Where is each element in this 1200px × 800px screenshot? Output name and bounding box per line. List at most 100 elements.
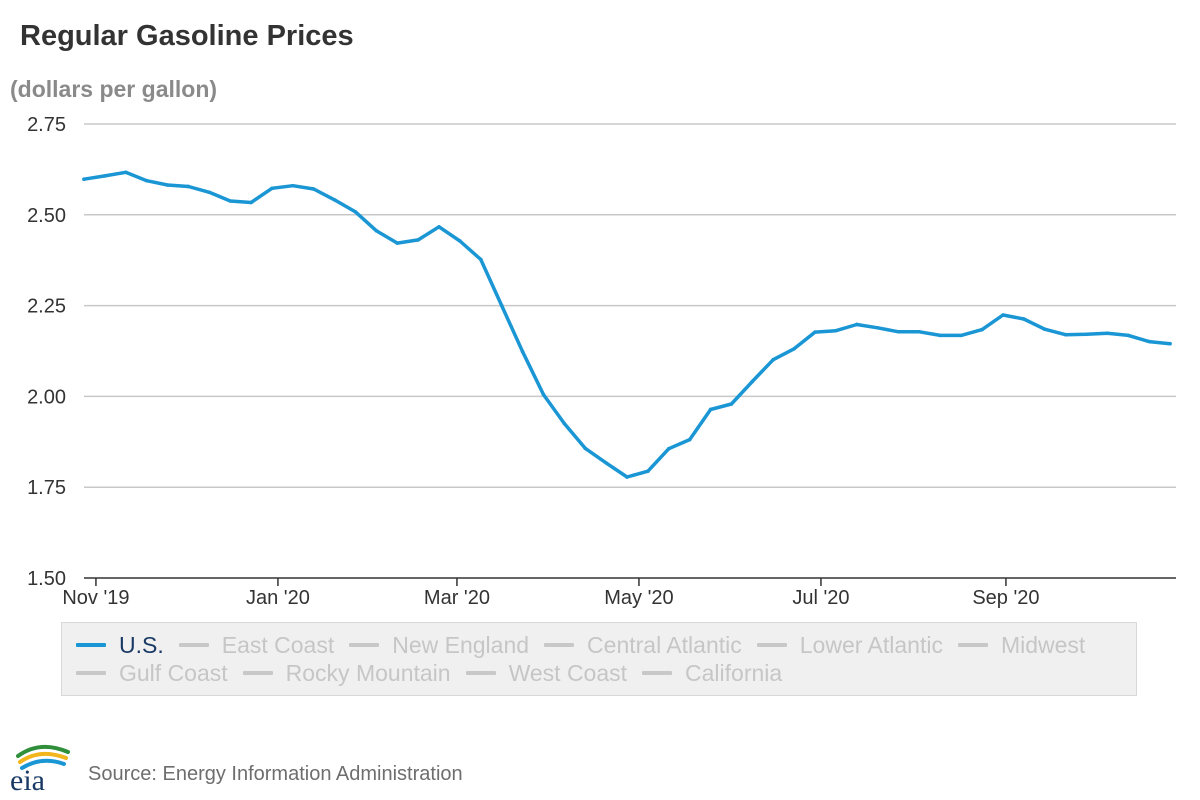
data-point: [1001, 313, 1005, 317]
y-tick-label: 1.75: [27, 477, 66, 499]
legend-item[interactable]: Lower Atlantic: [756, 631, 943, 659]
data-point: [437, 224, 441, 229]
data-point: [854, 322, 859, 327]
legend-item[interactable]: Gulf Coast: [76, 659, 228, 687]
data-point: [479, 257, 483, 262]
y-tick-label: 2.75: [27, 114, 66, 136]
svg-text:eia: eia: [10, 764, 45, 792]
y-axis-units-label: (dollars per gallon): [10, 76, 218, 102]
x-tick-label: Jul '20: [792, 587, 849, 609]
data-point: [729, 402, 734, 406]
data-point: [291, 183, 295, 188]
legend-item[interactable]: Rocky Mountain: [242, 659, 451, 687]
legend-label: Central Atlantic: [587, 631, 742, 658]
legend-swatch: [756, 643, 787, 647]
legend-swatch: [242, 671, 273, 675]
legend-label: Gulf Coast: [119, 659, 228, 686]
data-point: [228, 199, 232, 203]
data-point: [270, 186, 274, 191]
data-point: [646, 469, 650, 474]
legend-label: East Coast: [221, 631, 335, 658]
data-point: [1084, 332, 1089, 337]
data-point: [374, 228, 379, 233]
data-point: [562, 421, 567, 426]
y-tick-label: 1.50: [27, 568, 66, 590]
data-point: [82, 177, 86, 182]
y-tick-label: 2.00: [27, 386, 66, 408]
data-point: [165, 183, 170, 187]
data-point: [416, 238, 420, 242]
data-point: [1042, 327, 1047, 332]
legend-swatch: [76, 671, 106, 675]
legend-label: California: [685, 659, 783, 686]
data-point: [750, 379, 755, 384]
legend-swatch: [957, 643, 988, 647]
data-point: [144, 178, 149, 183]
data-point: [332, 198, 337, 202]
y-tick-label: 2.25: [27, 296, 66, 318]
data-point: [917, 329, 922, 334]
data-point: [980, 327, 984, 332]
data-point: [959, 333, 963, 338]
data-point: [771, 357, 776, 362]
legend-swatch: [178, 643, 209, 647]
data-point: [207, 190, 212, 195]
data-point: [1105, 331, 1110, 336]
data-point: [666, 446, 671, 451]
data-point: [103, 174, 107, 178]
y-tick-label: 2.50: [27, 205, 66, 227]
legend: U.S. East Coast New England Central Atlanti…: [61, 622, 1137, 696]
legend-label: Rocky Mountain: [285, 659, 451, 686]
legend-item[interactable]: Central Atlantic: [544, 631, 742, 659]
data-point: [353, 210, 358, 214]
data-point: [583, 446, 588, 451]
data-point: [123, 170, 128, 175]
data-point: [1168, 341, 1172, 346]
data-point: [875, 325, 880, 330]
x-tick-label: Sep '20: [972, 587, 1039, 609]
source-note: Source: Energy Information Administratio…: [88, 763, 463, 785]
eia-logo-icon: eia: [10, 744, 70, 792]
x-tick-label: Nov '19: [62, 587, 129, 609]
legend-item[interactable]: East Coast: [178, 631, 335, 659]
data-point: [708, 407, 713, 412]
legend-item[interactable]: West Coast: [465, 659, 628, 687]
x-tick-label: May '20: [604, 587, 673, 609]
data-point: [395, 241, 400, 245]
legend-label: Midwest: [1000, 631, 1086, 658]
legend-item[interactable]: U.S.: [76, 631, 164, 659]
data-point: [1147, 339, 1151, 344]
data-point: [792, 347, 796, 351]
line-chart: 1.50 1.75 2.00 2.25 2.50 2.75 Nov '19 Jan '20 Ma…: [27, 114, 1176, 609]
legend-label: New England: [392, 631, 530, 658]
data-point: [687, 437, 692, 442]
data-point: [938, 333, 943, 338]
x-tick-label: Jan '20: [246, 587, 310, 609]
data-point: [834, 328, 838, 333]
data-point: [604, 461, 608, 465]
chart-title: Regular Gasoline Prices: [20, 20, 354, 52]
legend-label: West Coast: [508, 659, 628, 686]
data-point: [625, 475, 629, 479]
data-point: [813, 330, 817, 334]
legend-label: Lower Atlantic: [799, 631, 943, 658]
legend-item[interactable]: New England: [349, 631, 529, 659]
data-point: [541, 392, 546, 397]
data-point: [311, 187, 316, 191]
data-point: [1063, 332, 1068, 337]
data-point: [520, 349, 525, 354]
series-line-us: [82, 170, 1172, 479]
data-point: [1126, 333, 1131, 338]
legend-swatch: [76, 643, 106, 647]
data-point: [458, 239, 462, 243]
legend-item[interactable]: California: [642, 659, 782, 687]
legend-item[interactable]: Midwest: [957, 631, 1086, 659]
legend-swatch: [544, 643, 575, 647]
legend-swatch: [465, 671, 496, 675]
legend-swatch: [349, 643, 380, 647]
x-tick-label: Mar '20: [424, 587, 490, 609]
legend-swatch: [642, 671, 673, 675]
data-point: [186, 184, 191, 189]
data-point: [896, 329, 901, 334]
